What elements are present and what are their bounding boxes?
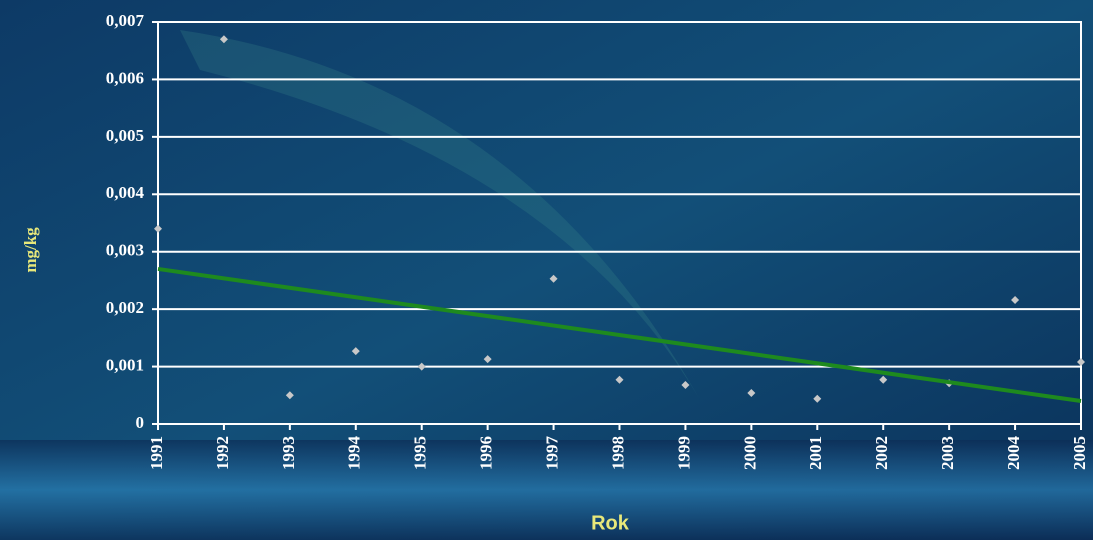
x-tick-label: 2001 [806, 436, 825, 470]
trendline [157, 266, 1082, 404]
x-tick-label: 1999 [674, 436, 693, 470]
x-tick-label: 1993 [279, 436, 298, 470]
y-tick-label: 0,001 [106, 355, 144, 374]
x-tick-label: 2000 [740, 436, 759, 470]
data-point [615, 375, 624, 384]
x-tick-label: 1995 [411, 436, 430, 470]
data-point [747, 388, 756, 397]
data-point [813, 394, 822, 403]
y-tick-label: 0,006 [106, 68, 144, 87]
data-point [879, 375, 888, 384]
x-tick-label: 2004 [1004, 436, 1023, 471]
data-point [483, 355, 492, 364]
x-tick-label: 1998 [608, 436, 627, 470]
y-axis-label: mg/kg [21, 227, 40, 273]
y-tick-label: 0,003 [106, 241, 144, 260]
x-tick-label: 1996 [477, 436, 496, 470]
data-point [351, 347, 360, 356]
y-tick-label: 0,002 [106, 298, 144, 317]
x-axis-label: Rok [591, 512, 630, 534]
y-tick-label: 0,007 [106, 11, 145, 30]
x-tick-label: 1991 [147, 436, 166, 470]
y-tick-label: 0,005 [106, 126, 144, 145]
data-point [549, 274, 558, 283]
background-band [0, 440, 1093, 540]
data-point [219, 35, 228, 44]
data-point [681, 380, 690, 389]
x-tick-label: 1997 [542, 436, 561, 471]
x-tick-label: 2002 [872, 436, 891, 470]
data-point [1077, 357, 1085, 366]
y-tick-label: 0,004 [106, 183, 145, 202]
data-point [1011, 295, 1020, 304]
data-point [285, 391, 294, 400]
x-tick-label: 1994 [345, 436, 364, 471]
x-tick-label: 2003 [938, 436, 957, 470]
background-swoosh [180, 30, 700, 400]
x-tick-label: 2005 [1070, 436, 1089, 470]
x-tick-label: 1992 [213, 436, 232, 470]
y-tick-label: 0 [136, 413, 145, 432]
data-point [154, 224, 162, 233]
data-point [417, 362, 426, 371]
